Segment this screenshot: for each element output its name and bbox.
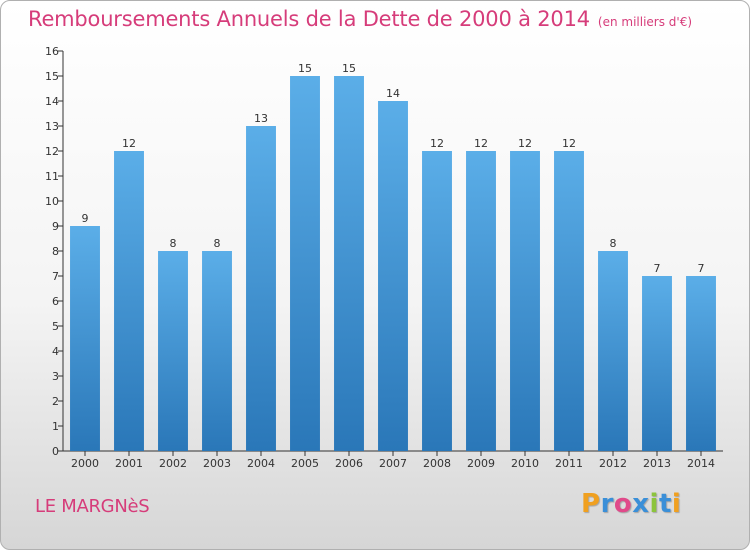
bar-value-label: 13 — [254, 112, 268, 125]
bar-value-label: 12 — [122, 137, 136, 150]
y-tick-label: 5 — [52, 320, 59, 333]
bar-value-label: 8 — [214, 237, 221, 250]
x-tick-label: 2004 — [247, 457, 275, 470]
bar-2005 — [290, 76, 320, 451]
bar-2012 — [598, 251, 628, 451]
y-tick-label: 3 — [52, 370, 59, 383]
x-tick-label: 2013 — [643, 457, 671, 470]
y-tick-label: 15 — [45, 70, 59, 83]
bar-2008 — [422, 151, 452, 451]
x-tick-label: 2007 — [379, 457, 407, 470]
x-tick-label: 2005 — [291, 457, 319, 470]
x-tick-label: 2002 — [159, 457, 187, 470]
bar-value-label: 12 — [430, 137, 444, 150]
x-tick-label: 2009 — [467, 457, 495, 470]
logo-letter: P — [581, 489, 601, 519]
x-tick-label: 2008 — [423, 457, 451, 470]
logo-letter: o — [613, 489, 633, 519]
y-tick-label: 4 — [52, 345, 59, 358]
y-tick-label: 12 — [45, 145, 59, 158]
y-tick-label: 6 — [52, 295, 59, 308]
chart-title-main: Remboursements Annuels de la Dette de 20… — [28, 7, 590, 31]
y-tick-label: 11 — [45, 170, 59, 183]
bar-value-label: 15 — [342, 62, 356, 75]
bar-value-label: 12 — [518, 137, 532, 150]
y-tick-label: 13 — [45, 120, 59, 133]
x-tick-label: 2003 — [203, 457, 231, 470]
bar-2006 — [334, 76, 364, 451]
logo-letter: i — [671, 489, 682, 519]
x-tick-label: 2000 — [71, 457, 99, 470]
bar-value-label: 14 — [386, 87, 400, 100]
bar-value-label: 7 — [654, 262, 661, 275]
y-tick-label: 10 — [45, 195, 59, 208]
bar-2011 — [554, 151, 584, 451]
chart-unit-note: (en milliers d'€) — [597, 15, 693, 29]
y-tick-label: 2 — [52, 395, 59, 408]
bar-2007 — [378, 101, 408, 451]
bar-2003 — [202, 251, 232, 451]
x-tick-label: 2012 — [599, 457, 627, 470]
logo-letter: i — [649, 489, 659, 519]
bar-value-label: 15 — [298, 62, 312, 75]
bar-2004 — [246, 126, 276, 451]
y-tick-label: 0 — [52, 445, 59, 458]
y-tick-label: 16 — [45, 45, 59, 58]
y-tick-label: 8 — [52, 245, 59, 258]
x-tick-label: 2006 — [335, 457, 363, 470]
bar-value-label: 8 — [170, 237, 177, 250]
bar-2000 — [70, 226, 100, 451]
x-tick-label: 2001 — [115, 457, 143, 470]
bar-value-label: 7 — [698, 262, 705, 275]
bar-2001 — [114, 151, 144, 451]
bar-2013 — [642, 276, 672, 451]
commune-name: LE MARGNèS — [35, 496, 150, 517]
x-tick-label: 2011 — [555, 457, 583, 470]
bar-2010 — [510, 151, 540, 451]
y-tick-label: 9 — [52, 220, 59, 233]
x-tick-label: 2014 — [687, 457, 715, 470]
bar-value-label: 12 — [562, 137, 576, 150]
chart-title: Remboursements Annuels de la Dette de 20… — [28, 7, 692, 31]
logo-letter: x — [632, 489, 650, 519]
bar-2014 — [686, 276, 716, 451]
bar-value-label: 9 — [82, 212, 89, 225]
bar-value-label: 8 — [610, 237, 617, 250]
logo-letter: r — [600, 489, 614, 519]
logo-letter: t — [658, 489, 672, 519]
proxiti-logo: Proxiti — [581, 489, 681, 519]
y-tick-label: 14 — [45, 95, 59, 108]
y-tick-label: 1 — [52, 420, 59, 433]
y-tick-label: 7 — [52, 270, 59, 283]
bar-value-label: 12 — [474, 137, 488, 150]
bar-2002 — [158, 251, 188, 451]
x-tick-label: 2010 — [511, 457, 539, 470]
bar-2009 — [466, 151, 496, 451]
